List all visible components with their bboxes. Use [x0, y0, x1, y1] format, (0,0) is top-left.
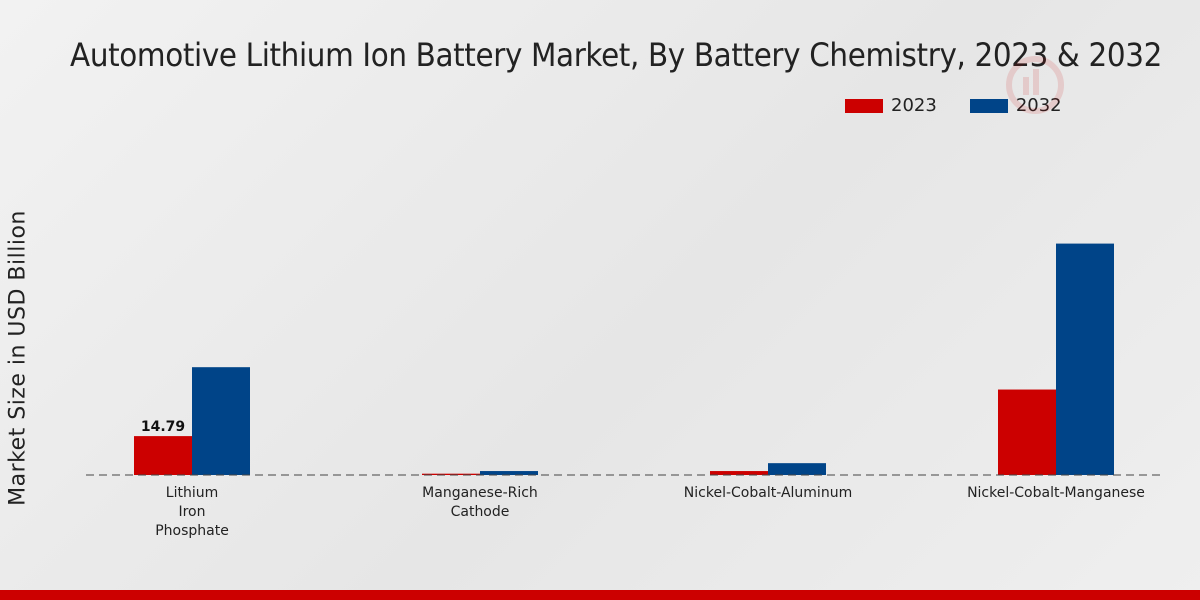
x-tick-label-2: Nickel-Cobalt-Aluminum [684, 485, 852, 501]
bar-2023-0[interactable] [134, 436, 192, 475]
legend-item-2023[interactable]: 2023 [845, 95, 937, 116]
watermark-logo-icon [1006, 56, 1064, 114]
bar-2032-3[interactable] [1056, 243, 1114, 475]
bar-2023-3[interactable] [998, 389, 1056, 475]
bar-2023-2[interactable] [710, 471, 768, 475]
x-tick-label-3: Nickel-Cobalt-Manganese [967, 485, 1145, 501]
labels-layer: Lithium Iron Phosphate Manganese-Rich Cathod… [141, 419, 1145, 539]
legend-swatch-2023 [845, 98, 883, 113]
x-tick-label-1: Manganese-Rich Cathode [422, 485, 538, 520]
bars-layer [134, 243, 1114, 475]
bar-2032-0[interactable] [192, 367, 250, 475]
legend-swatch-2032 [969, 98, 1008, 113]
bottom-accent-bar [0, 590, 1200, 600]
legend-item-2032[interactable]: 2032 [969, 95, 1062, 116]
chart-title: Automotive Lithium Ion Battery Market, B… [70, 36, 1162, 74]
data-label-0: 14.79 [141, 419, 185, 435]
bar-2032-2[interactable] [768, 463, 826, 475]
legend-label-2032: 2032 [1015, 95, 1062, 116]
bar-2023-1[interactable] [422, 473, 480, 475]
legend: 2023 2032 [845, 95, 1095, 116]
legend-label-2023: 2023 [891, 95, 937, 116]
x-tick-label-0: Lithium Iron Phosphate [155, 485, 229, 539]
bar-2032-1[interactable] [480, 471, 538, 475]
